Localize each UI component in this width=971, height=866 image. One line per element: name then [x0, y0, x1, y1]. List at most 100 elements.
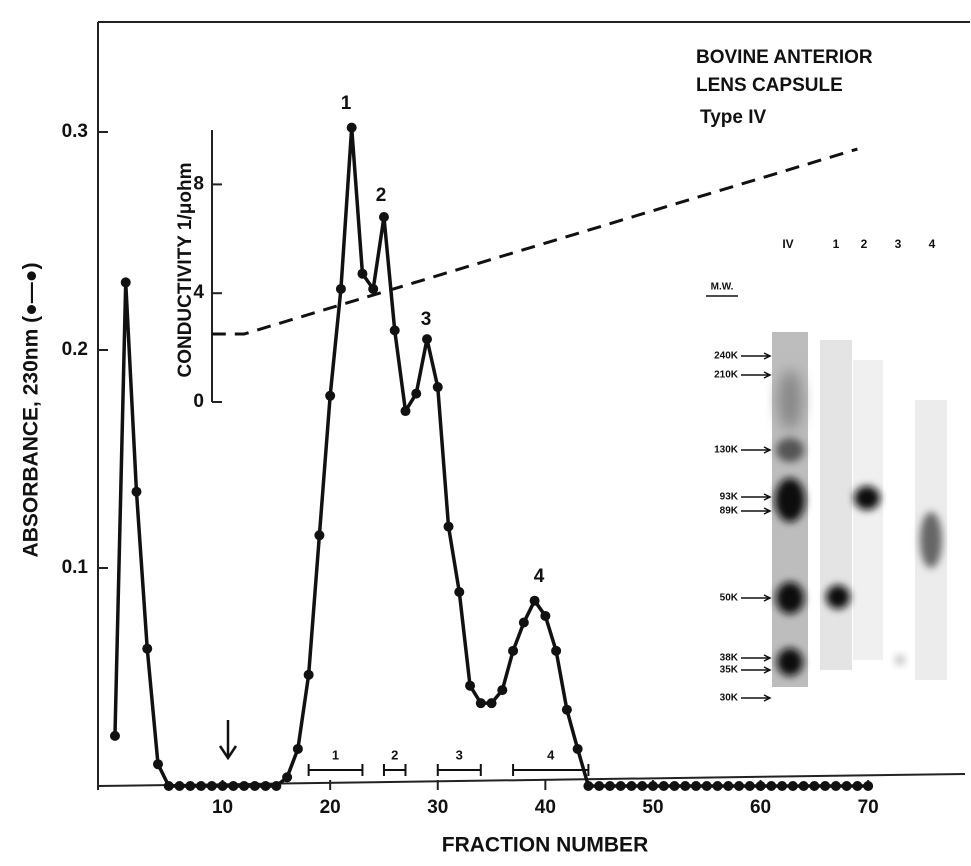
- x-tick-label: 70: [858, 797, 879, 818]
- mw-marker: 240K: [714, 351, 739, 362]
- data-point: [110, 731, 120, 741]
- pool-bracket: [513, 764, 588, 776]
- lane-label: 1: [833, 237, 840, 251]
- peak-label: 3: [421, 309, 432, 330]
- data-point: [261, 781, 271, 791]
- mw-arrow: [741, 372, 770, 378]
- data-point: [863, 781, 873, 791]
- data-point: [175, 781, 185, 791]
- data-point: [454, 587, 464, 597]
- data-point: [777, 781, 787, 791]
- data-point: [691, 781, 701, 791]
- data-point: [131, 487, 141, 497]
- pool-label: 3: [456, 747, 463, 762]
- data-point: [153, 759, 163, 769]
- data-point: [766, 781, 776, 791]
- x-tick-label: 30: [427, 797, 448, 818]
- data-point: [680, 781, 690, 791]
- data-point: [476, 698, 486, 708]
- data-point: [121, 277, 131, 287]
- data-point: [390, 325, 400, 335]
- peak-label: 1: [341, 93, 352, 114]
- pool-bracket: [384, 764, 406, 776]
- mw-arrow: [741, 508, 770, 514]
- mw-arrow: [741, 595, 770, 601]
- data-point: [239, 781, 249, 791]
- data-point: [756, 781, 766, 791]
- data-point: [702, 781, 712, 791]
- x-tick-label: 40: [535, 797, 556, 818]
- data-point: [379, 212, 389, 222]
- pool-label: 2: [391, 747, 398, 762]
- data-point: [583, 781, 593, 791]
- conductivity-line: [212, 149, 858, 334]
- data-point: [304, 670, 314, 680]
- data-point: [659, 781, 669, 791]
- mw-marker: 30K: [720, 693, 739, 704]
- y-tick-label: 0.2: [62, 339, 88, 360]
- pool-label: 1: [332, 747, 339, 762]
- data-point: [250, 781, 260, 791]
- y2-axis-label: CONDUCTIVITY 1/μohm: [175, 162, 196, 377]
- pool-label: 4: [547, 747, 555, 762]
- x-tick-label: 20: [320, 797, 341, 818]
- data-point: [573, 744, 583, 754]
- mw-marker: 38K: [720, 653, 739, 664]
- data-point: [551, 646, 561, 656]
- mw-marker: 35K: [720, 665, 739, 676]
- lane-label: 3: [895, 237, 902, 251]
- data-point: [347, 123, 357, 133]
- data-point: [422, 334, 432, 344]
- data-point: [433, 382, 443, 392]
- data-point: [357, 269, 367, 279]
- data-point: [142, 644, 152, 654]
- data-point: [637, 781, 647, 791]
- data-point: [713, 781, 723, 791]
- data-point: [788, 781, 798, 791]
- data-point: [207, 781, 217, 791]
- chart-subtitle: Type IV: [700, 107, 766, 128]
- pool-bracket: [438, 764, 481, 776]
- data-point: [519, 618, 529, 628]
- data-point: [820, 781, 830, 791]
- data-point: [831, 781, 841, 791]
- data-point: [562, 705, 572, 715]
- data-point: [314, 530, 324, 540]
- mw-arrow: [741, 494, 770, 500]
- y-axis-label: ABSORBANCE, 230nm (●—●): [20, 263, 43, 558]
- lane-label: IV: [782, 237, 793, 251]
- data-point: [196, 781, 206, 791]
- chart-title: BOVINE ANTERIOR: [696, 47, 873, 68]
- data-point: [799, 781, 809, 791]
- data-point: [497, 685, 507, 695]
- x-tick-label: 10: [212, 797, 233, 818]
- data-point: [723, 781, 733, 791]
- x-tick-label: 60: [750, 797, 771, 818]
- data-point: [164, 781, 174, 791]
- data-point: [336, 284, 346, 294]
- y2-tick-label: 4: [193, 282, 204, 303]
- mw-arrow: [741, 695, 770, 701]
- data-point: [325, 391, 335, 401]
- data-point: [669, 781, 679, 791]
- data-point: [626, 781, 636, 791]
- data-point: [508, 646, 518, 656]
- mw-label: M.W.: [711, 282, 734, 293]
- mw-arrow: [741, 353, 770, 359]
- data-point: [594, 781, 604, 791]
- data-point: [809, 781, 819, 791]
- data-point: [465, 681, 475, 691]
- mw-arrow: [741, 655, 770, 661]
- peak-label: 2: [376, 185, 387, 206]
- data-point: [282, 772, 292, 782]
- data-point: [530, 596, 540, 606]
- data-point: [271, 781, 281, 791]
- data-point: [293, 744, 303, 754]
- data-point: [852, 781, 862, 791]
- chart-title: LENS CAPSULE: [696, 75, 843, 96]
- mw-arrow: [741, 447, 770, 453]
- y2-tick-label: 0: [193, 391, 204, 412]
- data-point: [411, 389, 421, 399]
- lane-label: 4: [929, 237, 936, 251]
